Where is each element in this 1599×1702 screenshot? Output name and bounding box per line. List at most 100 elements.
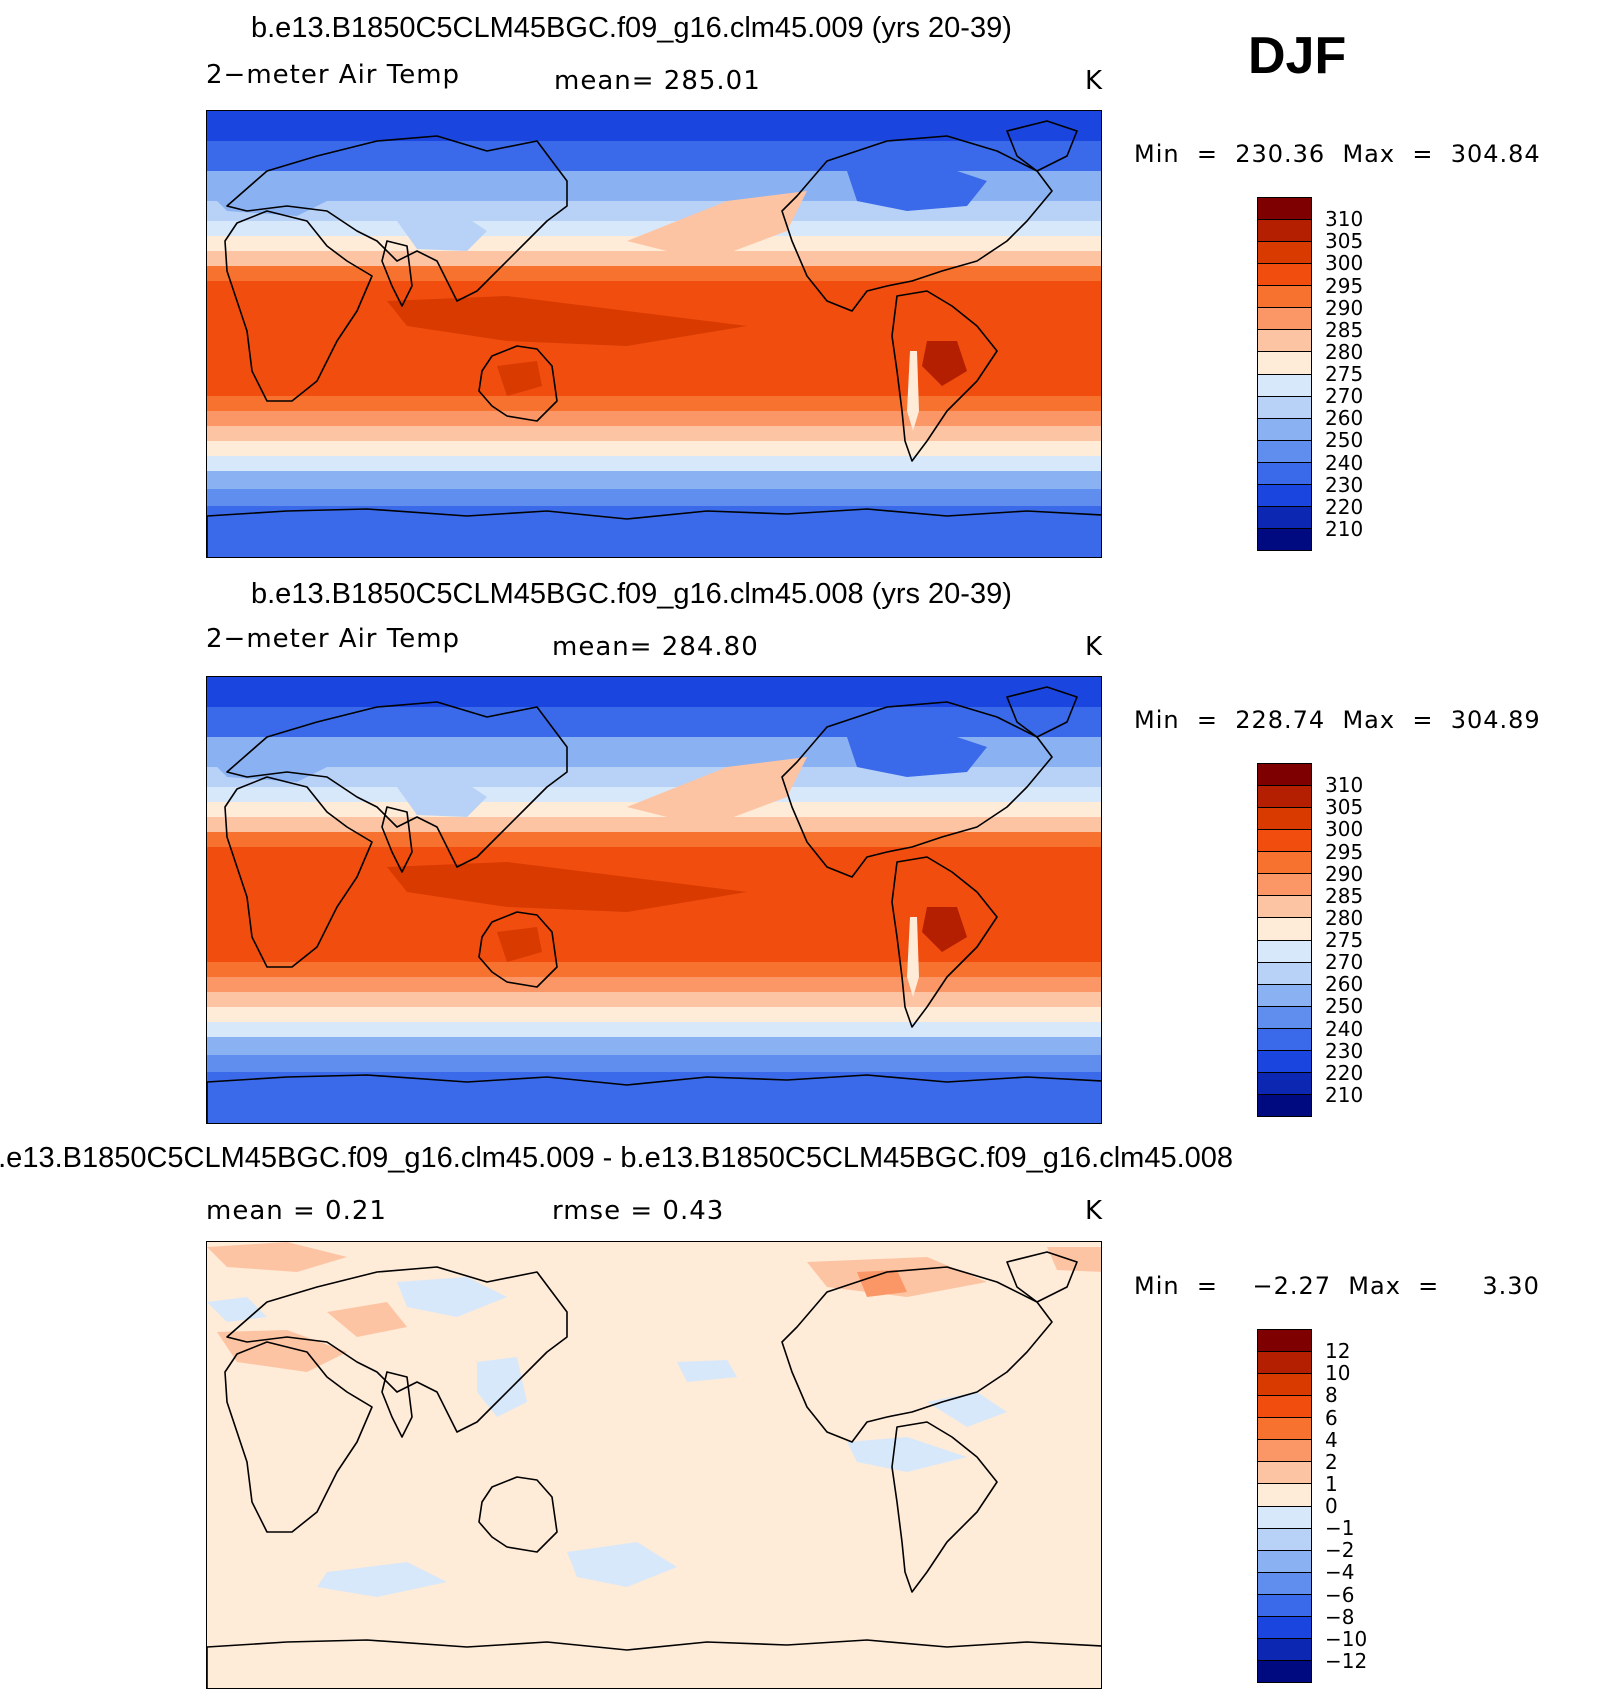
coastline	[224, 210, 373, 402]
colorbar-tick-label: 6	[1325, 1405, 1338, 1430]
colorbar-tick-label: −4	[1325, 1560, 1355, 1585]
colorbar-tick-label: 305	[1325, 795, 1364, 820]
colorbar-box	[1258, 1006, 1311, 1029]
colorbar-box	[1258, 1440, 1311, 1463]
colorbar-box	[1258, 764, 1311, 787]
colorbar-tick-label: 285	[1325, 317, 1364, 342]
panel-3-units: K	[1085, 1196, 1104, 1226]
colorbar-box	[1258, 1550, 1311, 1573]
colorbar-tick-label: 295	[1325, 839, 1364, 864]
colorbar-box	[1258, 1660, 1311, 1682]
colorbar-tick-label: 275	[1325, 362, 1364, 386]
colorbar-tick-label: 4	[1325, 1427, 1338, 1452]
panel-1-colorbar	[1257, 197, 1312, 551]
colorbar-tick-label: 290	[1325, 861, 1364, 886]
panel-1-mean-label: mean= 285.01	[554, 66, 761, 96]
colorbar-box	[1258, 484, 1311, 507]
panel-1-units: K	[1085, 66, 1104, 96]
coastline	[226, 1266, 568, 1433]
colorbar-box	[1258, 1638, 1311, 1661]
colorbar-box	[1258, 918, 1311, 941]
season-label: DJF	[1248, 27, 1347, 85]
colorbar-box	[1258, 1374, 1311, 1397]
colorbar-box	[1258, 264, 1311, 287]
colorbar-tick-label: 230	[1325, 1038, 1364, 1063]
colorbar-tick-label: −2	[1325, 1538, 1355, 1563]
panel-2-title: b.e13.B1850C5CLM45BGC.f09_g16.clm45.008 …	[251, 578, 1012, 610]
map-field	[207, 111, 1101, 557]
colorbar-tick-label: −8	[1325, 1604, 1355, 1629]
colorbar-box	[1258, 1418, 1311, 1441]
coastline	[1006, 1251, 1078, 1303]
coastline	[781, 135, 1053, 312]
colorbar-box	[1258, 1506, 1311, 1529]
colorbar-tick-label: 290	[1325, 295, 1364, 320]
colorbar-tick-label: −12	[1325, 1648, 1368, 1673]
colorbar-tick-label: 270	[1325, 950, 1364, 975]
colorbar-tick-label: 250	[1325, 994, 1364, 1019]
colorbar-box	[1258, 374, 1311, 397]
colorbar-tick-label: 220	[1325, 494, 1364, 519]
colorbar-box	[1258, 852, 1311, 875]
colorbar-box	[1258, 1572, 1311, 1595]
colorbar-box	[1258, 1396, 1311, 1419]
panel-3-mean-label: mean = 0.21	[206, 1196, 387, 1226]
panel-2-colorbar	[1257, 763, 1312, 1117]
colorbar-tick-label: 285	[1325, 883, 1364, 908]
colorbar-tick-label: 310	[1325, 773, 1364, 798]
colorbar-box	[1258, 874, 1311, 897]
colorbar-box	[1258, 830, 1311, 853]
colorbar-tick-label: 12	[1325, 1339, 1351, 1364]
colorbar-box	[1258, 1072, 1311, 1095]
colorbar-box	[1258, 286, 1311, 309]
colorbar-tick-label: 1	[1325, 1471, 1338, 1496]
colorbar-tick-label: 305	[1325, 229, 1364, 254]
colorbar-tick-label: 8	[1325, 1383, 1338, 1408]
panel-3-minmax: Min = −2.27 Max = 3.30	[1134, 1272, 1540, 1300]
coastline	[478, 345, 558, 422]
coastline	[891, 856, 998, 1028]
colorbar-tick-label: 220	[1325, 1060, 1364, 1085]
colorbar-box	[1258, 1594, 1311, 1617]
colorbar-tick-label: 0	[1325, 1494, 1338, 1518]
colorbar-box	[1258, 940, 1311, 963]
coastline	[478, 911, 558, 988]
colorbar-box	[1258, 220, 1311, 243]
coastline	[207, 508, 1101, 557]
panel-2-map	[206, 676, 1102, 1124]
colorbar-box	[1258, 1616, 1311, 1639]
colorbar-box	[1258, 1528, 1311, 1551]
colorbar-tick-label: 310	[1325, 207, 1364, 232]
colorbar-tick-label: 295	[1325, 273, 1364, 298]
colorbar-box	[1258, 1352, 1311, 1375]
coastline	[207, 1074, 1101, 1123]
panel-3-title: b.e13.B1850C5CLM45BGC.f09_g16.clm45.009 …	[0, 1142, 1234, 1174]
colorbar-box	[1258, 462, 1311, 485]
panel-1-minmax: Min = 230.36 Max = 304.84	[1134, 140, 1541, 168]
colorbar-box	[1258, 984, 1311, 1007]
colorbar-box	[1258, 352, 1311, 375]
colorbar-tick-label: 300	[1325, 817, 1364, 842]
panel-1-map	[206, 110, 1102, 558]
colorbar-tick-label: 270	[1325, 384, 1364, 409]
colorbar-box	[1258, 198, 1311, 221]
panel-3-map	[206, 1241, 1102, 1689]
coastline	[1006, 120, 1078, 172]
colorbar-box	[1258, 896, 1311, 919]
panel-2-units: K	[1085, 632, 1104, 662]
coastline	[226, 701, 568, 868]
coastline	[381, 806, 413, 873]
colorbar-box	[1258, 1330, 1311, 1353]
colorbar-tick-label: 250	[1325, 428, 1364, 453]
colorbar-tick-label: −10	[1325, 1626, 1368, 1651]
panel-1-title: b.e13.B1850C5CLM45BGC.f09_g16.clm45.009 …	[251, 12, 1012, 44]
map-field	[207, 677, 1101, 1123]
colorbar-box	[1258, 506, 1311, 529]
colorbar-tick-label: −6	[1325, 1582, 1355, 1607]
panel-2-variable-label: 2−meter Air Temp	[206, 624, 461, 654]
colorbar-box	[1258, 242, 1311, 265]
map-field	[207, 1242, 1101, 1688]
colorbar-box	[1258, 330, 1311, 353]
colorbar-tick-label: 240	[1325, 450, 1364, 475]
coastline	[381, 1371, 413, 1438]
